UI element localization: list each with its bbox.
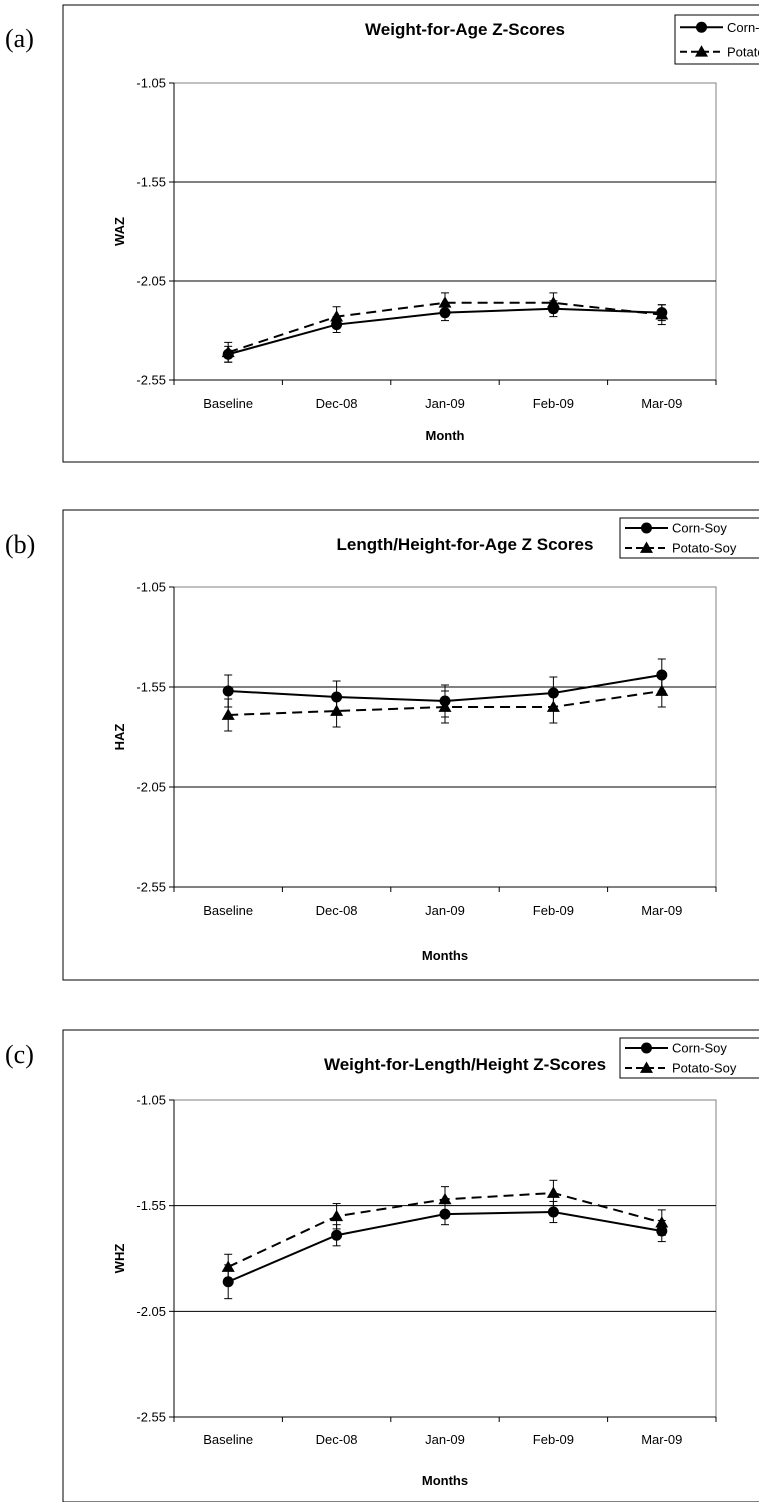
x-axis-label: Months [422, 948, 468, 963]
data-point-potato-soy [655, 308, 669, 320]
x-tick-label: Jan-09 [425, 1432, 465, 1447]
data-point-potato-soy [438, 296, 452, 308]
data-point-potato-soy [330, 704, 344, 716]
legend-label: Corn-Soy [672, 521, 727, 536]
legend-label: Corn-Soy [672, 1041, 727, 1056]
chart-title: Weight-for-Length/Height Z-Scores [324, 1055, 606, 1074]
legend-marker [695, 45, 708, 57]
x-tick-label: Baseline [203, 396, 253, 411]
data-point-potato-soy [438, 700, 452, 712]
x-tick-label: Dec-08 [316, 396, 358, 411]
data-point-corn-soy [439, 1208, 451, 1220]
x-tick-label: Baseline [203, 903, 253, 918]
data-point-potato-soy [221, 1260, 235, 1272]
x-tick-label: Feb-09 [533, 396, 574, 411]
data-point-potato-soy [546, 1186, 560, 1198]
x-tick-label: Jan-09 [425, 903, 465, 918]
legend-label: Potato-Soy [672, 541, 737, 556]
x-tick-label: Jan-09 [425, 396, 465, 411]
panel-b-chart: -1.05 -1.55 -2.05 -2.55 Baseline Dec-08 Jan-09… [62, 509, 759, 981]
chart-title: Length/Height-for-Age Z Scores [337, 535, 594, 554]
panel-a-letter: (a) [5, 24, 34, 53]
x-tick-label: Feb-09 [533, 1432, 574, 1447]
y-tick-label: -1.55 [136, 175, 166, 190]
data-point-potato-soy [546, 296, 560, 308]
plot-area [173, 1099, 717, 1418]
y-tick-label: -2.05 [136, 780, 166, 795]
data-point-corn-soy [547, 1206, 559, 1218]
legend-marker [641, 522, 652, 534]
data-point-potato-soy [330, 1209, 344, 1222]
legend-label: Potato-Soy [727, 44, 759, 59]
data-point-corn-soy [331, 1229, 343, 1241]
chart-frame [62, 1029, 759, 1502]
data-point-potato-soy [438, 1192, 452, 1205]
data-point-corn-soy [222, 1276, 234, 1288]
legend-marker [640, 1061, 653, 1073]
y-tick-label: -1.05 [136, 76, 166, 91]
data-point-potato-soy [221, 708, 235, 720]
chart-frame [62, 509, 759, 981]
data-point-potato-soy [330, 310, 344, 322]
x-tick-label: Baseline [203, 1432, 253, 1447]
y-axis-label: WHZ [112, 1244, 127, 1274]
legend-label: Corn-Soy [727, 20, 759, 35]
series-line-potato-soy [227, 301, 662, 354]
data-point-potato-soy [221, 345, 235, 358]
y-tick-label: -1.05 [136, 1093, 166, 1108]
x-axis-label: Months [422, 1473, 468, 1488]
data-point-potato-soy [546, 700, 560, 712]
x-tick-label: Dec-08 [316, 903, 358, 918]
y-tick-label: -2.05 [136, 1304, 166, 1319]
data-point-corn-soy [222, 685, 234, 697]
panel-c-chart: -1.05 -1.55 -2.05 -2.55 Baseline Dec-08 Jan-09… [62, 1029, 759, 1502]
chart-frame [62, 4, 759, 463]
panel-a-chart: -1.05 -1.55 -2.05 -2.55 Baseline Dec-08 Jan-09… [62, 4, 759, 463]
x-tick-label: Dec-08 [316, 1432, 358, 1447]
x-tick-label: Mar-09 [641, 1432, 682, 1447]
x-axis-label: Month [426, 428, 465, 443]
x-tick-label: Mar-09 [641, 903, 682, 918]
y-tick-label: -1.55 [136, 680, 166, 695]
x-tick-label: Mar-09 [641, 396, 682, 411]
y-axis-label: WAZ [112, 217, 127, 246]
legend-box [674, 14, 759, 65]
y-tick-label: -2.05 [136, 274, 166, 289]
y-tick-label: -1.05 [136, 580, 166, 595]
chart-title: Weight-for-Age Z-Scores [365, 20, 565, 39]
plot-area [173, 82, 717, 381]
data-point-potato-soy [655, 684, 669, 696]
legend-marker [696, 21, 707, 33]
y-tick-label: -1.55 [136, 1198, 166, 1213]
y-axis-label: HAZ [112, 724, 127, 751]
legend-label: Potato-Soy [672, 1061, 737, 1076]
y-tick-label: -2.55 [136, 1410, 166, 1425]
y-tick-label: -2.55 [136, 880, 166, 895]
plot-area [173, 586, 717, 888]
data-point-potato-soy [655, 1216, 669, 1228]
x-tick-label: Feb-09 [533, 903, 574, 918]
y-tick-label: -2.55 [136, 373, 166, 388]
panel-b-letter: (b) [5, 530, 36, 559]
legend-marker [641, 1042, 652, 1054]
legend-marker [640, 541, 653, 553]
panel-c-letter: (c) [5, 1040, 34, 1069]
